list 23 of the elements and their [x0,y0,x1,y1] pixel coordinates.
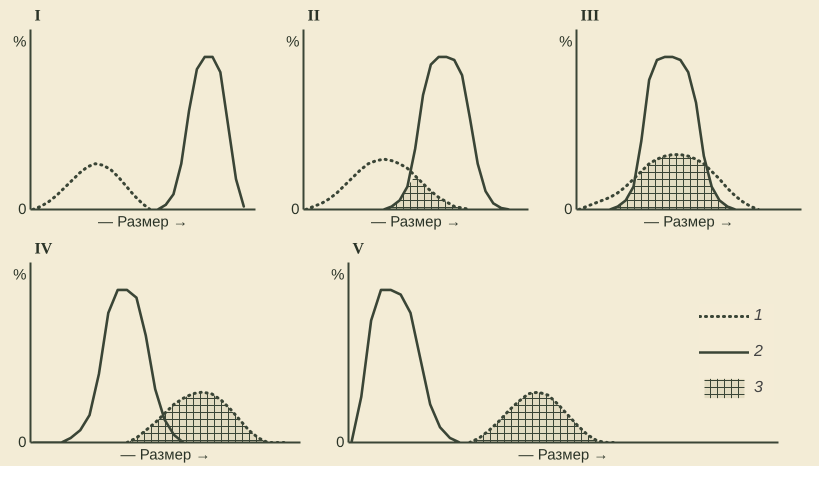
text: 0 [18,201,26,218]
chart-title: V [352,240,364,258]
y-axis-title: % [331,266,345,284]
y-axis-title: % [559,34,573,51]
x-axis-title: — Размер → [371,214,461,230]
text: 0 [291,201,300,218]
text: 0 [18,434,26,451]
y-axis-title: % [13,266,27,284]
chart-title: I [34,8,41,24]
y-axis-title: % [286,34,300,51]
chart-title: III [580,8,600,24]
legend-label: 1 [754,307,764,325]
text: 0 [564,201,572,218]
text: 0 [336,434,344,451]
legend-label: 2 [754,343,764,361]
chart-title: II [308,8,320,24]
x-axis-title: — Размер → [644,214,734,230]
chart-title: IV [34,240,53,258]
x-axis-title: — Размер → [120,446,210,464]
x-axis-title: — Размер → [518,446,608,464]
y-axis-title: % [13,34,27,51]
legend-label: 3 [754,379,764,397]
x-axis-title: — Размер → [98,214,188,230]
